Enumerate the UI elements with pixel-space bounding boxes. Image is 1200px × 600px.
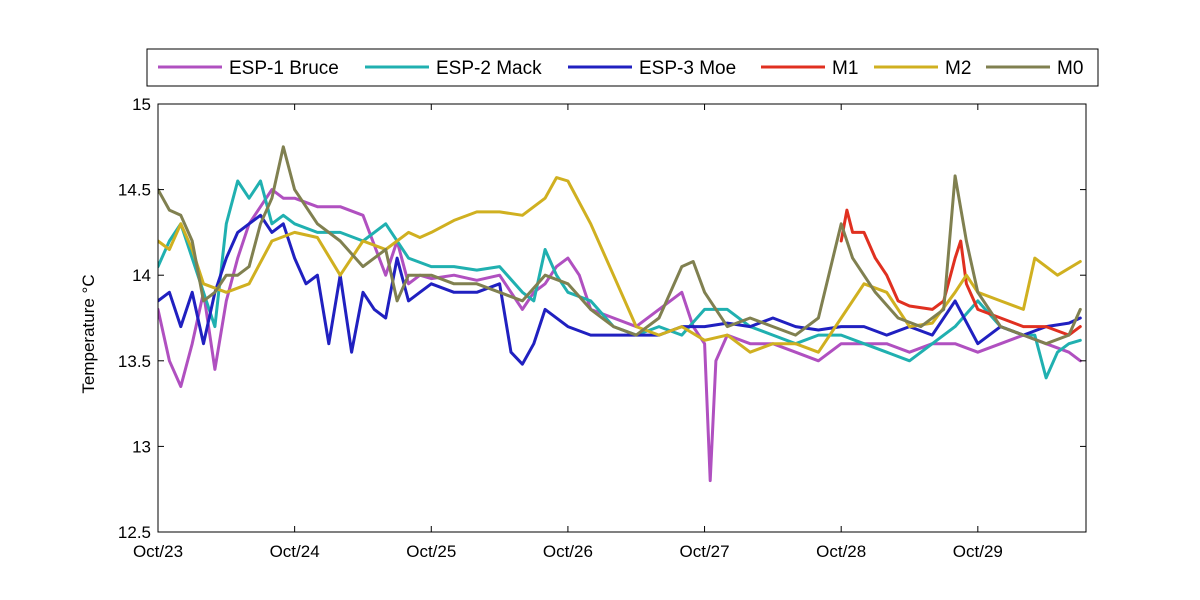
x-tick-label: Oct/24 [270,542,320,561]
series-line-1 [158,179,1082,380]
series-layer [158,145,1082,483]
x-tick-label: Oct/28 [816,542,866,561]
y-tick-label: 12.5 [118,523,151,542]
y-tick-label: 13.5 [118,352,151,371]
y-tick-label: 14.5 [118,181,151,200]
plot-area [157,103,1087,533]
y-tick-label: 15 [132,95,151,114]
x-tick-label: Oct/23 [133,542,183,561]
x-tick-label: Oct/27 [680,542,730,561]
x-tick-label: Oct/25 [406,542,456,561]
y-axis: 12.5 13 13.5 14 14.5 15 [118,95,1086,542]
x-tick-label: Oct/26 [543,542,593,561]
y-tick-label: 13 [132,437,151,456]
legend-label-5: M0 [1057,58,1083,79]
x-axis: Oct/23 Oct/24 Oct/25 Oct/26 Oct/27 Oct/28 Oct/… [133,104,1003,561]
plot-background [158,104,1086,532]
legend-label-0: ESP-1 Bruce [229,58,339,79]
legend-label-4: M2 [945,58,971,79]
y-axis-label: Temperature °C [79,274,98,393]
plot-frame [157,103,1087,533]
legend-label-1: ESP-2 Mack [436,58,542,79]
series-line-5 [158,145,1082,346]
legend: ESP-1 Bruce ESP-2 Mack ESP-3 Moe M1 M2 M0 [146,48,1099,87]
x-tick-label: Oct/29 [953,542,1003,561]
legend-label-3: M1 [832,58,858,79]
legend-label-2: ESP-3 Moe [639,58,736,79]
y-tick-label: 14 [132,266,151,285]
